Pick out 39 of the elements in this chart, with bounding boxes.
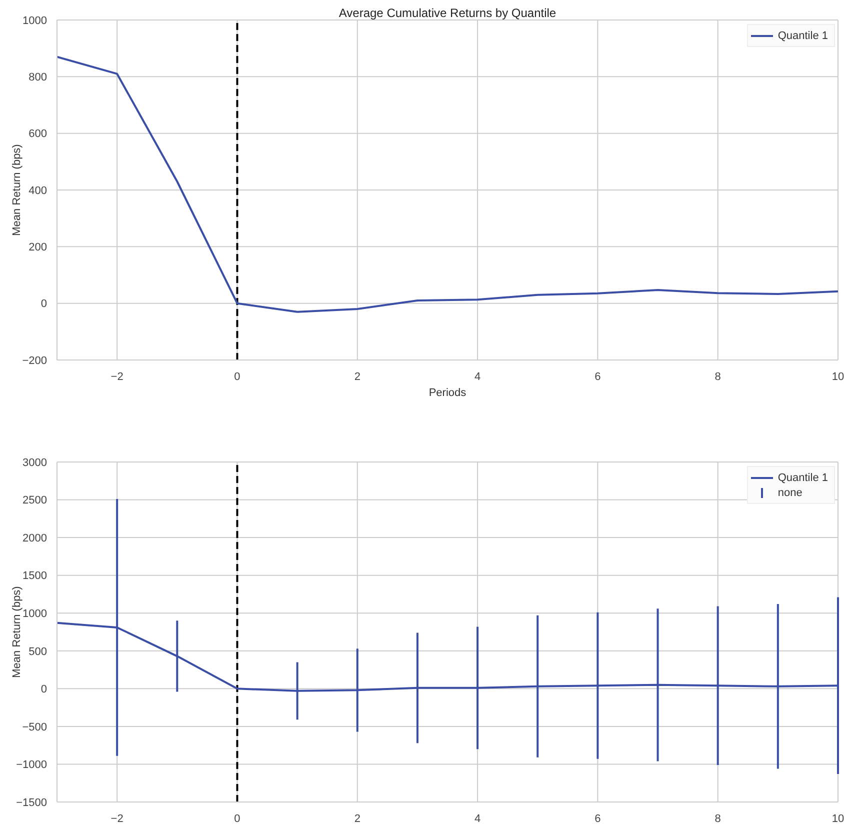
chart-title: Average Cumulative Returns by Quantile	[338, 6, 558, 20]
x-axis-title: Periods	[428, 387, 467, 399]
x-tick-label: −2	[110, 812, 124, 825]
y-tick-label: −500	[22, 721, 47, 734]
y-tick-label: −1000	[16, 759, 47, 772]
y-tick-label: 600	[28, 128, 47, 140]
y-tick-label: 500	[28, 646, 47, 658]
x-tick-label: 6	[594, 370, 601, 383]
x-tick-label: 0	[234, 370, 240, 383]
x-tick-label: 2	[354, 812, 360, 825]
line-series	[57, 56, 838, 313]
x-tick-label: 4	[474, 370, 481, 383]
y-tick-label: 1000	[22, 608, 47, 620]
x-tick-label: −2	[110, 370, 124, 383]
x-tick-label: 0	[234, 812, 240, 825]
x-tick-label: 8	[714, 370, 721, 383]
legend-label: Quantile 1	[778, 472, 828, 484]
y-tick-label: 0	[40, 298, 47, 310]
y-tick-label: 1000	[22, 14, 47, 27]
y-tick-label: −1500	[16, 796, 47, 809]
y-tick-label: 200	[28, 242, 47, 254]
x-tick-label: 2	[354, 370, 360, 383]
y-tick-label: 2000	[22, 532, 47, 544]
legend-label: Quantile 1	[778, 30, 828, 42]
x-tick-label: 4	[474, 812, 481, 825]
y-axis-title: Mean Return (bps)	[10, 144, 23, 236]
y-tick-label: 0	[40, 684, 47, 696]
annotation: none	[778, 486, 802, 498]
y-tick-label: 2500	[22, 494, 47, 507]
x-tick-label: 10	[832, 812, 844, 825]
y-tick-label: 400	[28, 184, 47, 197]
y-tick-label: −200	[22, 354, 47, 367]
y-tick-label: 3000	[22, 456, 47, 469]
y-tick-label: 800	[28, 72, 47, 84]
x-tick-label: 6	[594, 812, 601, 825]
x-tick-label: 8	[714, 812, 721, 825]
x-tick-label: 10	[832, 370, 844, 383]
y-tick-label: 1500	[22, 570, 47, 582]
y-axis-title: Mean Return (bps)	[10, 586, 23, 678]
